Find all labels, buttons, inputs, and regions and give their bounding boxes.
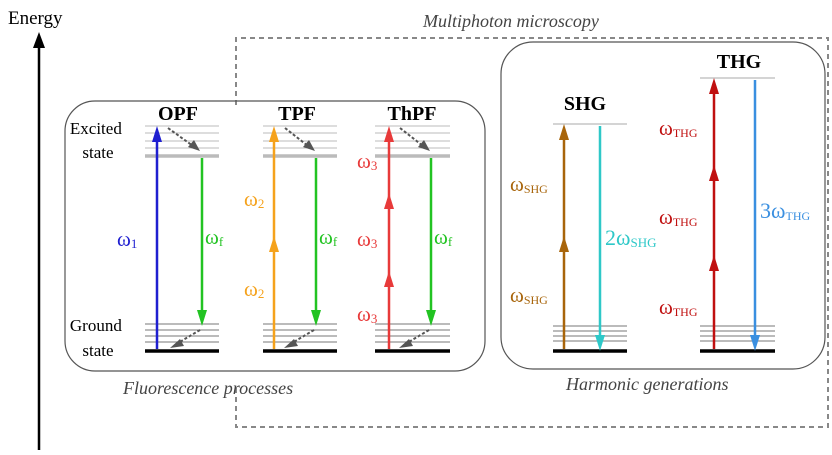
tpf-relaxation-arrow xyxy=(284,127,309,147)
thpf-emission-label: ωf xyxy=(434,225,453,249)
thpf-excitation-arrowhead xyxy=(384,126,394,142)
thpf-emission-arrowhead xyxy=(426,310,436,326)
shg-diagram: SHG ωSHG ωSHG 2ωSHG xyxy=(510,93,657,353)
opf-title: OPF xyxy=(158,103,198,125)
thpf-relaxation-arrowhead xyxy=(418,140,430,151)
thg-emission-arrowhead xyxy=(750,335,760,351)
tpf-excitation-label: ω2 xyxy=(244,277,264,301)
opf-emission-arrowhead xyxy=(197,310,207,326)
thg-excitation-label: ωTHG xyxy=(659,205,698,229)
thg-diagram: THG ωTHG ωTHG ωTHG 3ωTHG xyxy=(659,51,810,353)
opf-diagram: OPF ω1 ωf xyxy=(117,103,224,353)
tpf-title: TPF xyxy=(278,103,316,125)
thg-excitation-label: ωTHG xyxy=(659,116,698,140)
thpf-diagram: ThPF ω3 ω3 ω3 ωf xyxy=(357,103,453,353)
tpf-relaxation-arrowhead xyxy=(284,339,298,348)
thpf-excitation-label: ω3 xyxy=(357,302,377,326)
thg-excitation-arrowhead xyxy=(709,165,719,181)
shg-excitation-label: ωSHG xyxy=(510,283,548,307)
shg-excitation-label: ωSHG xyxy=(510,172,548,196)
thg-title: THG xyxy=(717,51,762,73)
thpf-relaxation-arrow xyxy=(399,127,424,147)
opf-excitation-label: ω1 xyxy=(117,227,137,251)
shg-title: SHG xyxy=(564,93,607,115)
thpf-excitation-arrowhead xyxy=(384,193,394,209)
tpf-relaxation-arrowhead xyxy=(303,140,315,151)
multiphoton-label: Multiphoton microscopy xyxy=(422,11,599,31)
tpf-diagram: TPF ω2 ω2 ωf xyxy=(244,103,338,353)
energy-axis-arrowhead xyxy=(33,32,45,48)
thg-excitation-arrowhead xyxy=(709,78,719,94)
fluorescence-box xyxy=(64,100,486,372)
opf-relaxation-arrow xyxy=(167,127,194,147)
thpf-relaxation-arrow xyxy=(406,329,430,344)
thg-excitation-arrowhead xyxy=(709,255,719,271)
energy-axis-label: Energy xyxy=(8,8,63,29)
harmonic-box xyxy=(500,41,826,370)
tpf-emission-arrowhead xyxy=(311,310,321,326)
thpf-relaxation-arrowhead xyxy=(399,339,413,348)
thpf-title: ThPF xyxy=(388,103,437,125)
multiphoton-dashed-box xyxy=(235,37,829,428)
shg-excitation-arrowhead xyxy=(559,124,569,140)
fluorescence-label: Fluorescence processes xyxy=(122,378,293,398)
excited-state-label: Excited state xyxy=(70,119,126,162)
thg-excitation-label: ωTHG xyxy=(659,295,698,319)
opf-relaxation-arrow xyxy=(177,329,201,344)
opf-excitation-arrowhead xyxy=(152,126,162,142)
shg-emission-label: 2ωSHG xyxy=(605,225,657,250)
thg-emission-label: 3ωTHG xyxy=(760,198,810,223)
opf-relaxation-arrowhead xyxy=(188,140,200,151)
ground-state-label: Ground state xyxy=(70,316,126,360)
opf-emission-label: ωf xyxy=(205,225,224,249)
opf-relaxation-arrowhead xyxy=(170,339,184,348)
tpf-emission-label: ωf xyxy=(319,225,338,249)
tpf-excitation-label: ω2 xyxy=(244,187,264,211)
tpf-excitation-arrowhead xyxy=(269,126,279,142)
thpf-excitation-arrowhead xyxy=(384,271,394,287)
tpf-relaxation-arrow xyxy=(291,329,315,344)
shg-emission-arrowhead xyxy=(595,335,605,351)
tpf-excitation-arrowhead xyxy=(269,236,279,252)
harmonic-label: Harmonic generations xyxy=(565,374,728,394)
thpf-excitation-label: ω3 xyxy=(357,149,377,173)
shg-excitation-arrowhead xyxy=(559,236,569,252)
thpf-excitation-label: ω3 xyxy=(357,227,377,251)
